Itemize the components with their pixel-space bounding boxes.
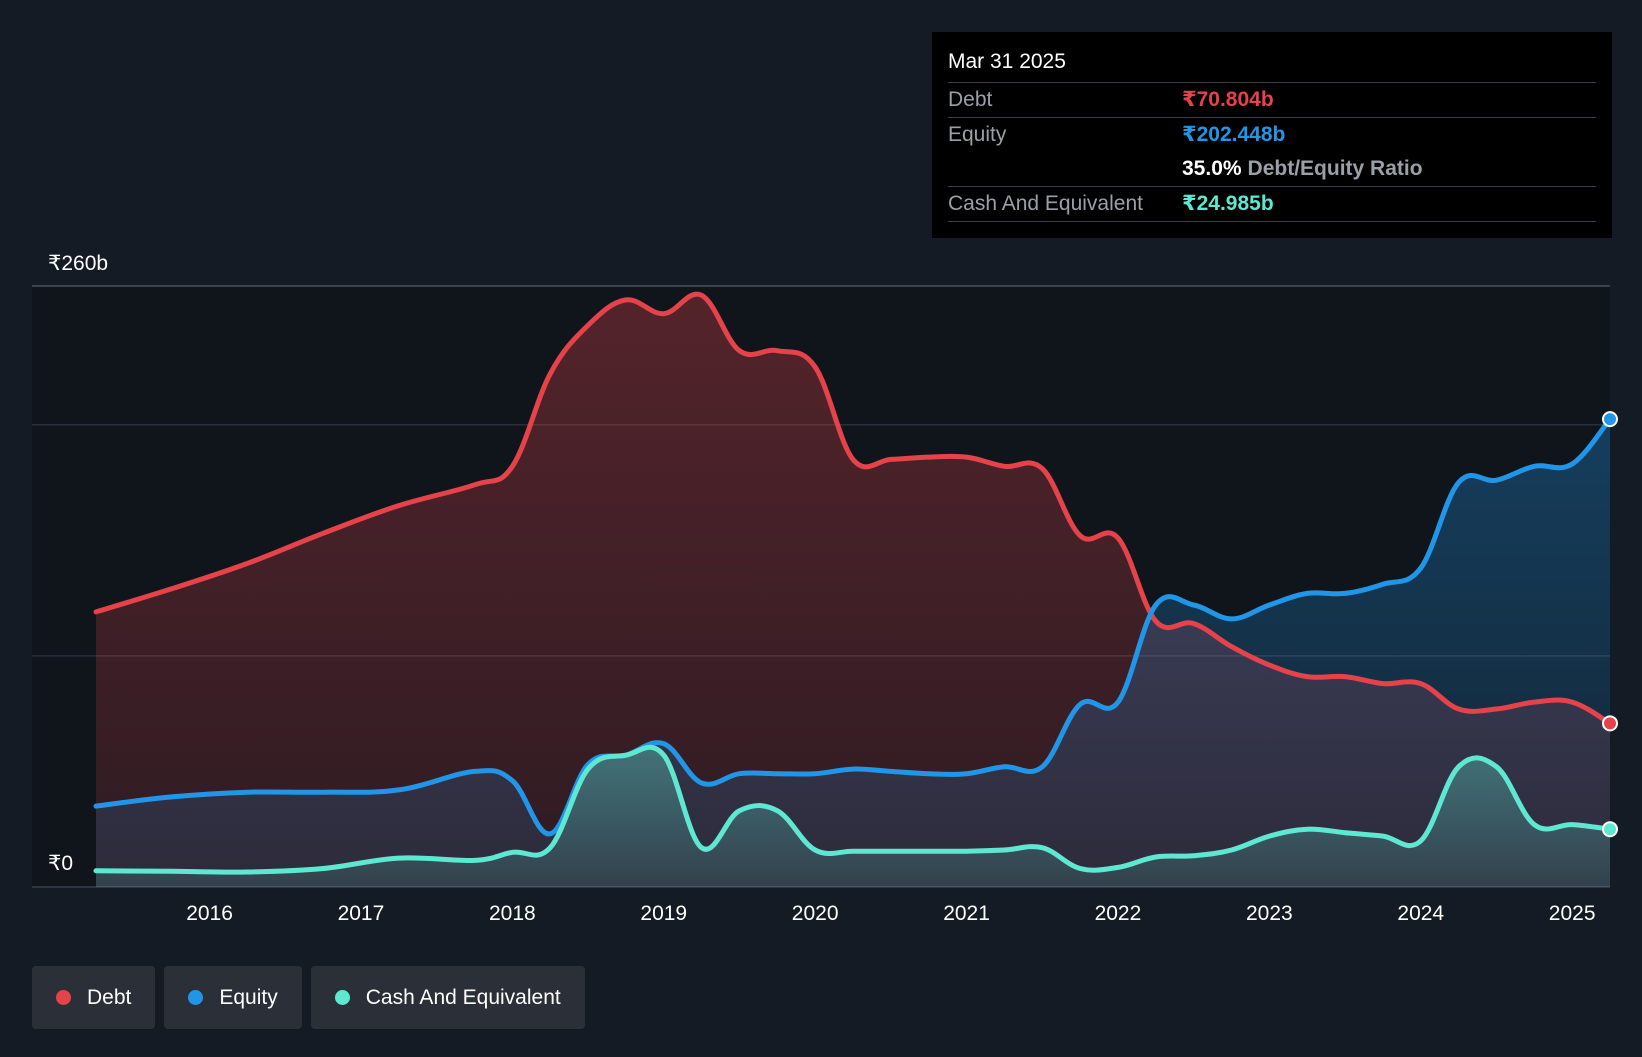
tooltip-equity-row: Equity ₹202.448b	[948, 118, 1596, 152]
tooltip-debt-label: Debt	[948, 88, 993, 111]
tooltip-panel: Mar 31 2025 Debt ₹70.804b Equity ₹202.44…	[932, 32, 1612, 238]
tooltip-equity-label: Equity	[948, 123, 1007, 146]
equity-area	[96, 419, 1610, 887]
tooltip-ratio-label: Debt/Equity Ratio	[1247, 157, 1423, 180]
tooltip-equity-value: ₹202.448b	[1182, 123, 1286, 146]
x-tick-label-2020: 2020	[792, 902, 839, 925]
legend-cash-label: Cash And Equivalent	[365, 985, 561, 1009]
legend-item-equity[interactable]: Equity	[164, 966, 302, 1029]
x-tick-label-2016: 2016	[186, 902, 233, 925]
tooltip-date: Mar 31 2025	[948, 46, 1596, 83]
y-axis-label-min: ₹0	[48, 852, 73, 875]
x-tick-label-2019: 2019	[640, 902, 687, 925]
legend-debt-label: Debt	[87, 985, 132, 1009]
equity-dot-icon	[188, 990, 204, 1005]
tooltip-debt-value: ₹70.804b	[1182, 88, 1274, 111]
cash-line	[93, 744, 1613, 875]
cash-end-marker	[1602, 821, 1618, 838]
tooltip-cash-label: Cash And Equivalent	[948, 192, 1143, 215]
debt-line	[93, 291, 1613, 726]
tooltip-cash-row: Cash And Equivalent ₹24.985b	[948, 187, 1596, 222]
tooltip-ratio-value: 35.0%	[1182, 157, 1242, 180]
debt-dot-icon	[56, 990, 71, 1005]
axis-labels: 2016 2017 2018 2019 2020 2021 2022 2023 2024 2025…	[48, 252, 1596, 925]
x-tick-label-2024: 2024	[1397, 902, 1444, 925]
tooltip-debt-row: Debt ₹70.804b	[948, 83, 1596, 118]
x-tick-label-2025: 2025	[1549, 902, 1596, 925]
tooltip-cash-value: ₹24.985b	[1182, 192, 1274, 215]
end-markers	[1602, 411, 1618, 838]
x-tick-label-2023: 2023	[1246, 902, 1293, 925]
x-tick-label-2018: 2018	[489, 902, 536, 925]
cash-dot-icon	[334, 990, 350, 1005]
tooltip-ratio-row: 35.0% Debt/Equity Ratio	[948, 152, 1596, 187]
debt-end-marker	[1602, 715, 1618, 732]
legend: Debt Equity Cash And Equivalent	[32, 966, 585, 1029]
x-tick-label-2017: 2017	[338, 902, 385, 925]
legend-equity-label: Equity	[219, 985, 278, 1009]
equity-end-marker	[1602, 411, 1618, 428]
legend-item-cash[interactable]: Cash And Equivalent	[310, 966, 585, 1029]
equity-line	[93, 416, 1613, 837]
x-tick-label-2022: 2022	[1095, 902, 1142, 925]
series-lines	[93, 291, 1613, 875]
legend-item-debt[interactable]: Debt	[32, 966, 156, 1029]
x-tick-label-2021: 2021	[943, 902, 990, 925]
y-axis-label-max: ₹260b	[48, 252, 108, 275]
